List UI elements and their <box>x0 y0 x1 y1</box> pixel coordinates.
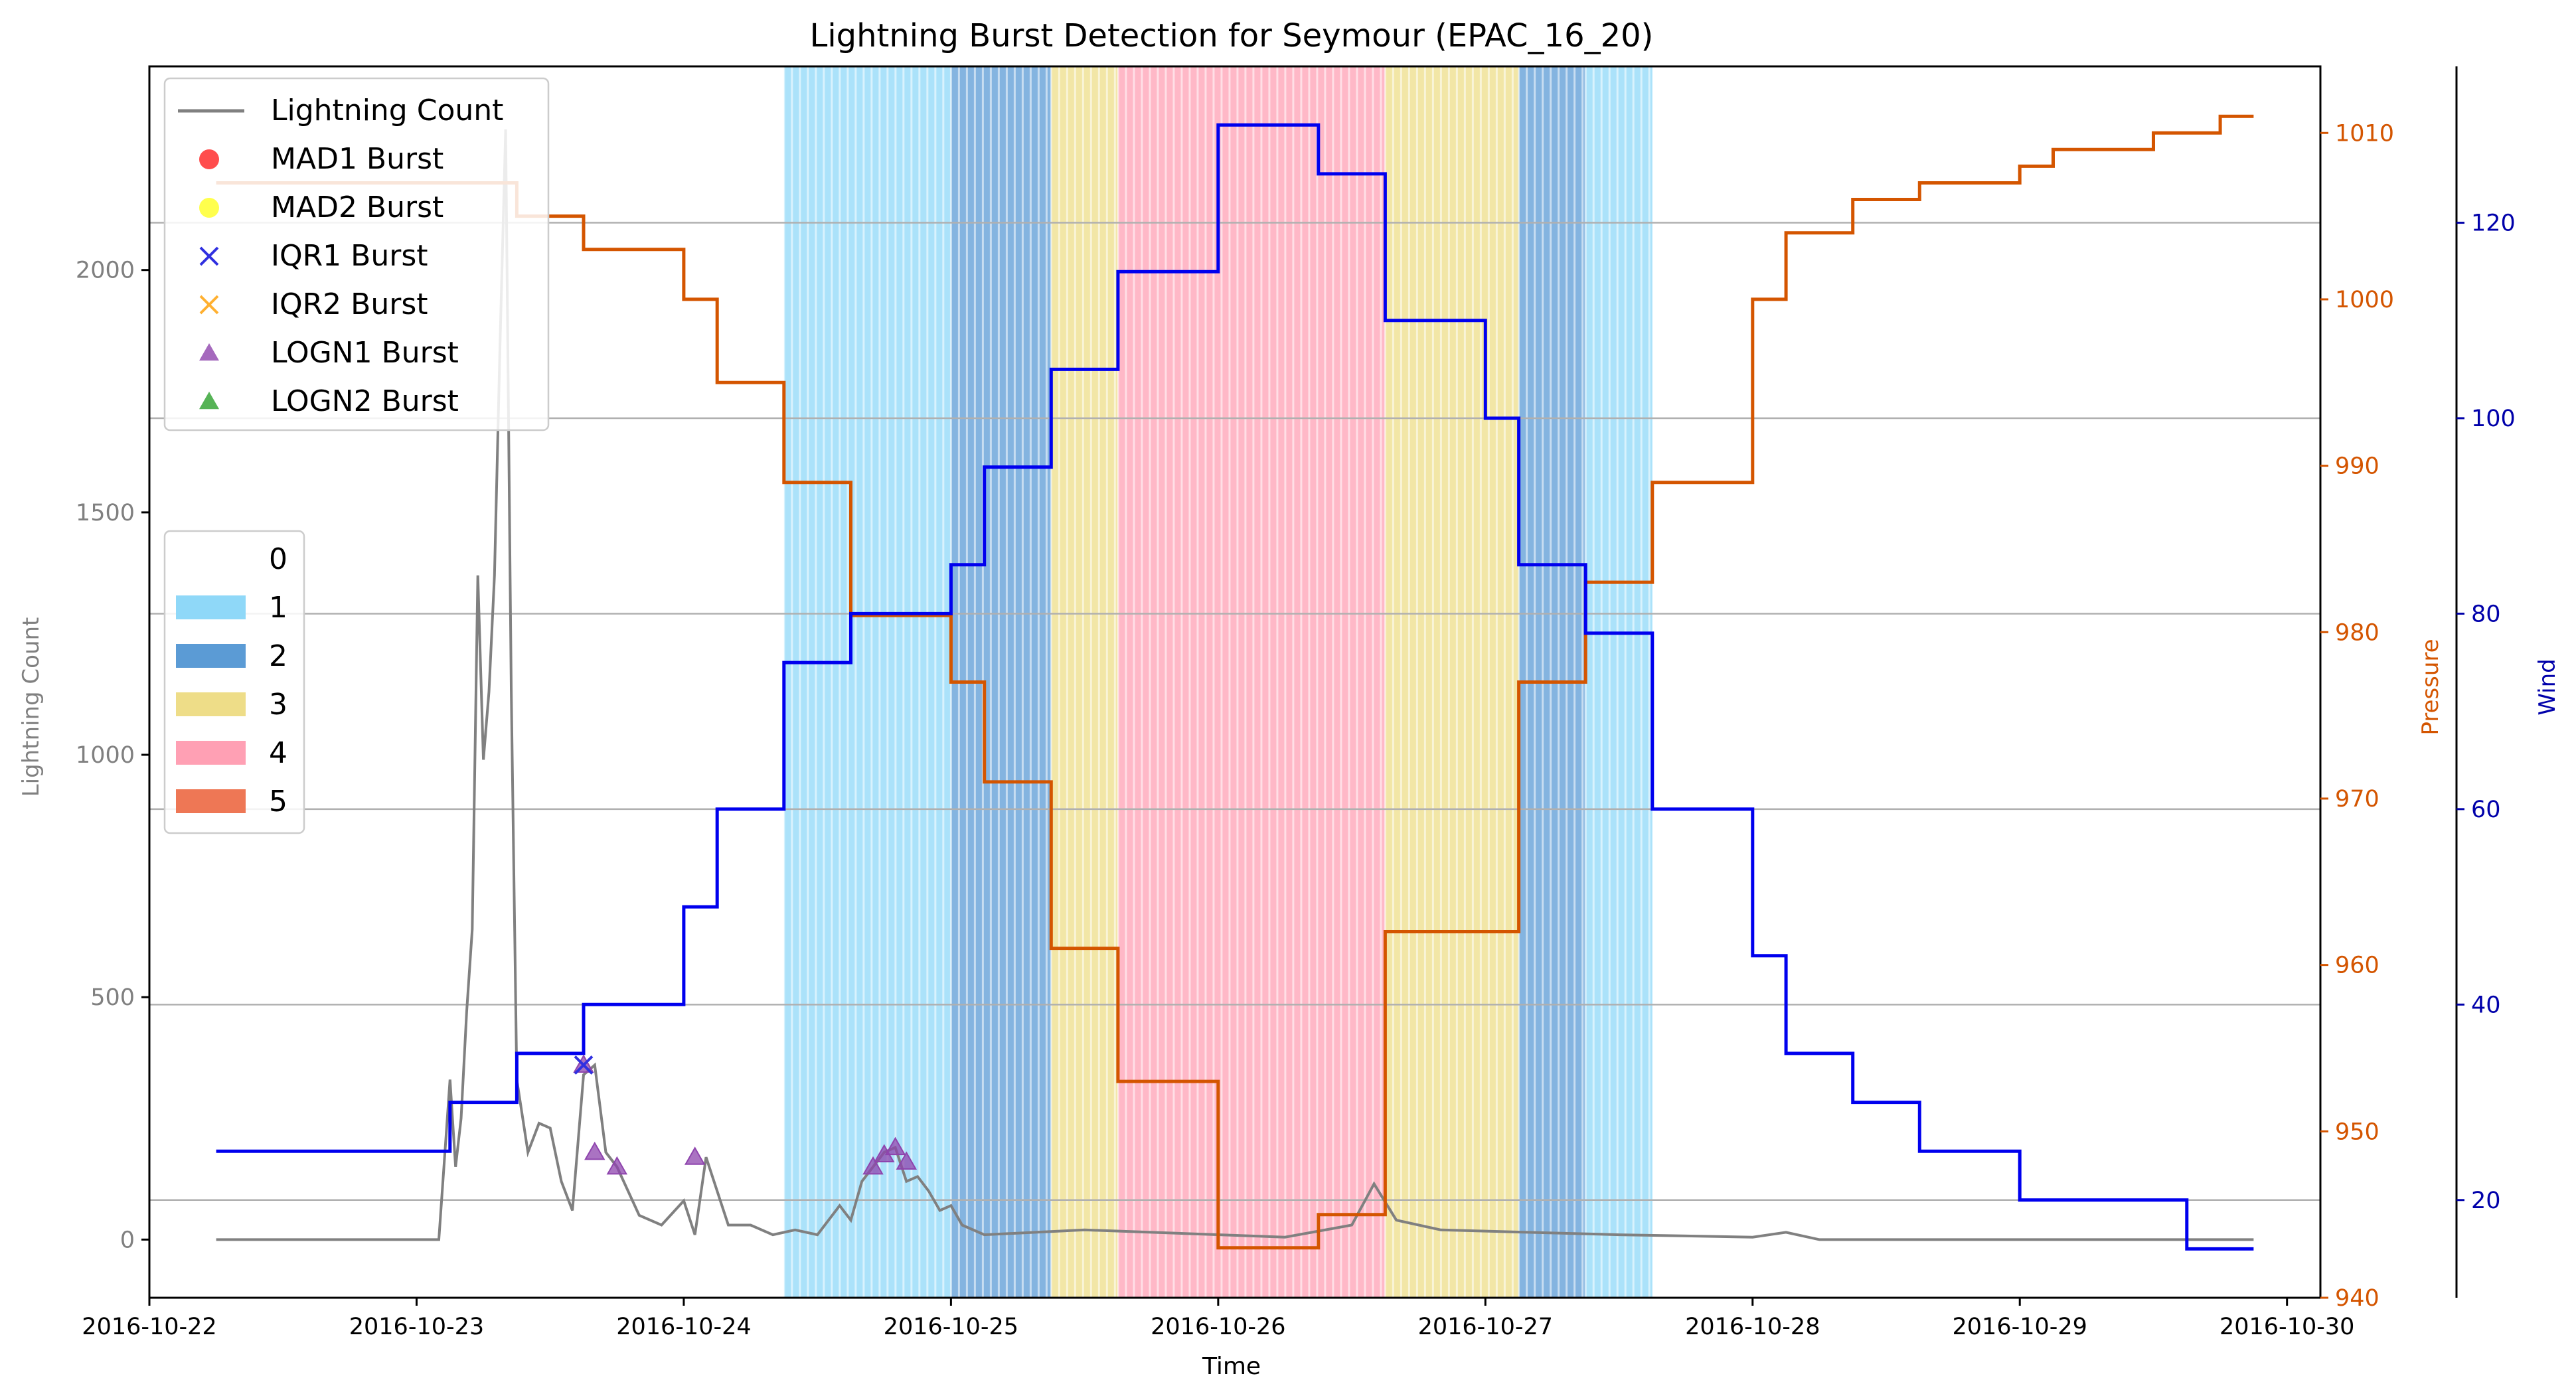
category-legend-label: 2 <box>269 639 287 673</box>
x-tick-label: 2016-10-22 <box>82 1314 216 1340</box>
pressure-series <box>216 114 2254 1250</box>
plot-frame <box>148 65 2322 1299</box>
legend-x-swatch <box>199 295 219 315</box>
legend-triangle-swatch <box>199 343 219 361</box>
wind-series <box>216 123 2254 1251</box>
legend-label: MAD1 Burst <box>271 142 443 176</box>
logn1-burst-marker <box>606 1156 628 1175</box>
category-legend-label: 3 <box>269 688 287 722</box>
pressure-tick-label: 960 <box>2335 953 2379 979</box>
x-tick-label: 2016-10-29 <box>1953 1314 2087 1340</box>
left-tick-label: 1500 <box>76 500 135 526</box>
wind-tick-label: 60 <box>2471 797 2501 823</box>
lightning-count-line <box>216 129 2254 1241</box>
y-axis-label-pressure: Pressure <box>2417 639 2444 735</box>
wind-tick-label: 120 <box>2471 210 2516 237</box>
pressure-line <box>216 114 2254 1250</box>
left-tick-label: 1000 <box>76 742 135 769</box>
legend-label: IQR2 Burst <box>271 287 428 321</box>
category-span-1 <box>783 66 951 1298</box>
wind-tick-label: 80 <box>2471 601 2501 627</box>
legend-label: LOGN1 Burst <box>271 336 459 370</box>
legend-x-stroke <box>199 246 219 266</box>
category-legend-swatch <box>176 789 246 813</box>
x-tick-label: 2016-10-27 <box>1418 1314 1553 1340</box>
pressure-tick-label: 980 <box>2335 619 2379 646</box>
category-span-1 <box>1585 66 1652 1298</box>
left-tick-label: 500 <box>90 984 135 1011</box>
pressure-tick-label: 940 <box>2335 1285 2379 1312</box>
category-legend-label: 4 <box>269 736 287 770</box>
logn1-burst-marker <box>584 1141 605 1160</box>
iqr1-marker-stroke <box>574 1055 594 1075</box>
x-tick-label: 2016-10-25 <box>884 1314 1018 1340</box>
legend-circle-swatch <box>199 149 219 169</box>
logn1-burst-marker <box>862 1156 884 1175</box>
pressure-tick-label: 950 <box>2335 1119 2379 1145</box>
legend-label: MAD2 Burst <box>271 191 443 224</box>
legend-label: LOGN2 Burst <box>271 384 459 418</box>
logn1-burst-marker <box>884 1136 906 1156</box>
burst-markers <box>573 1054 918 1175</box>
wind-line <box>216 123 2254 1251</box>
y-axis-label-wind: Wind <box>2534 659 2561 715</box>
left-tick-label: 0 <box>120 1227 135 1253</box>
category-legend-swatch <box>176 741 246 765</box>
category-legend-swatch <box>176 644 246 668</box>
wind-tick-label: 100 <box>2471 406 2516 432</box>
legend-label: Lightning Count <box>271 94 503 127</box>
legend-triangle-swatch <box>199 392 219 410</box>
x-tick-label: 2016-10-23 <box>349 1314 484 1340</box>
x-tick-label: 2016-10-28 <box>1685 1314 1820 1340</box>
category-legend-swatch <box>176 692 246 716</box>
category-spans <box>783 66 1652 1298</box>
legend-x-swatch <box>199 246 219 266</box>
x-tick-label: 2016-10-30 <box>2219 1314 2354 1340</box>
wind-tick-label: 40 <box>2471 992 2501 1018</box>
category-legend-label: 5 <box>269 785 287 818</box>
category-legend-label: 0 <box>269 542 287 576</box>
logn1-burst-marker <box>684 1146 706 1165</box>
logn1-burst-marker <box>896 1151 918 1170</box>
x-axis-label: Time <box>1202 1353 1261 1380</box>
legend: Lightning Count MAD1 Burst MAD2 Burst IQR1 … <box>163 77 550 834</box>
left-tick-label: 2000 <box>76 258 135 284</box>
category-span-3 <box>1385 66 1519 1298</box>
iqr1-burst-marker <box>574 1055 594 1075</box>
wind-tick-label: 20 <box>2471 1188 2501 1214</box>
chart-title: Lightning Burst Detection for Seymour (E… <box>810 17 1654 54</box>
pressure-tick-label: 1000 <box>2335 287 2394 313</box>
pressure-tick-label: 1010 <box>2335 120 2394 147</box>
marker-legend-box <box>163 77 550 431</box>
pressure-tick-label: 990 <box>2335 453 2379 480</box>
axes: 2016-10-22 2016-10-23 2016-10-24 2016-10-25… <box>76 65 2516 1340</box>
y-axis-label-lightning: Lightning Count <box>18 617 44 797</box>
category-legend-label: 1 <box>269 591 287 625</box>
pressure-tick-label: 970 <box>2335 786 2379 813</box>
legend-label: IQR1 Burst <box>271 239 428 273</box>
x-tick-label: 2016-10-24 <box>616 1314 751 1340</box>
category-legend-swatch <box>176 595 246 619</box>
legend-circle-swatch <box>199 198 219 218</box>
legend-x-stroke <box>199 295 219 315</box>
x-tick-label: 2016-10-26 <box>1151 1314 1285 1340</box>
lightning-series <box>216 129 2254 1241</box>
category-span-3 <box>1051 66 1118 1298</box>
